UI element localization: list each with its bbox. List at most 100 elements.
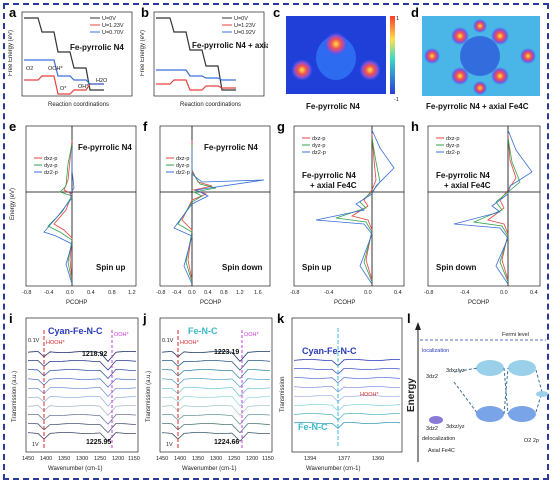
panel-i-val-bottom: 1225.95 — [86, 439, 111, 446]
panel-f-xtick-0: -0.8 — [156, 290, 165, 296]
panel-label-e: e — [9, 120, 17, 134]
panel-label-g: g — [277, 120, 285, 134]
panel-i-xtick-1: 1400 — [40, 456, 52, 462]
i-lines-spectrum — [27, 378, 137, 388]
panel-h-title1: Fe-pyrrolic N4 — [436, 171, 490, 180]
panel-h-xtick-0: -0.8 — [424, 290, 433, 296]
panel-j-val-bottom: 1224.66 — [214, 439, 239, 446]
panel-f-xtick-1: -0.4 — [172, 290, 181, 296]
panel-c-caption: Fe-pyrrolic N4 — [306, 102, 360, 111]
panel-a-legend-2: U=0.70V — [102, 30, 124, 36]
panel-e-xtick-0: -0.8 — [22, 290, 31, 296]
panel-a-legend-0: U=0V — [102, 16, 116, 22]
panel-e-chart: Energy (eV) dxz-p dyz-p dz2-p Fe-pyrroli… — [10, 125, 137, 306]
panel-label-f: f — [143, 120, 148, 134]
panel-l-orb1: 3dz2 — [426, 374, 438, 380]
panel-g-xlabel: PCOHP — [334, 300, 355, 306]
k-lines-spectrum — [293, 359, 401, 367]
panel-e-xtick-4: 0.8 — [108, 290, 116, 296]
panel-a-title: Fe-pyrrolic N4 — [70, 43, 124, 52]
panel-k-chart: Transmission Cyan-Fe-N-C Fe-N-C HOOH* 13… — [280, 317, 403, 472]
panel-e-xtick-5: 1.2 — [128, 290, 136, 296]
j-lines-spectrum — [161, 414, 271, 425]
panel-j-xtick-2: 1350 — [192, 456, 204, 462]
i-lines-spectrum — [27, 432, 137, 442]
i-lines-spectrum — [27, 351, 137, 363]
panel-b-legend-1: U=1.23V — [234, 23, 256, 29]
panel-h-xtick-1: -0.4 — [460, 290, 469, 296]
panel-i-peak-ooh: OOH* — [114, 332, 130, 338]
panel-h: h dxz-p dyz-p dz2-p Fe-pyrrolic N4 + axi… — [410, 120, 548, 310]
panel-e-xtick-1: -0.4 — [44, 290, 53, 296]
panel-l-orb4: 3dxz/yz — [446, 424, 465, 430]
j-lines-spectrum — [161, 351, 271, 363]
panel-i-xlabel: Wavenumber (cm-1) — [48, 466, 102, 472]
panel-j-xtick-1: 1400 — [174, 456, 186, 462]
panel-g-title2: + axial Fe4C — [310, 181, 357, 190]
k-lines-spectrum — [293, 386, 400, 393]
panel-i: i Transmission (a.u.) Cyan-Fe-N-C 0.1V H… — [8, 312, 142, 476]
panel-label-l: l — [407, 312, 411, 326]
k-lines-spectrum — [293, 422, 401, 429]
panel-i-peak-hooh: HOOH* — [46, 340, 66, 346]
j-lines-spectrum — [161, 378, 271, 388]
panel-h-legend-0: dxz-p — [446, 136, 459, 142]
panel-k-xtick-2: 1360 — [372, 456, 384, 462]
i-lines-spectrum — [28, 396, 137, 407]
panel-i-xtick-6: 1150 — [128, 456, 140, 462]
panel-i-xtick-5: 1200 — [112, 456, 124, 462]
panel-l-orb2: 3dxz/yz — [446, 368, 465, 374]
panel-k: k Transmission Cyan-Fe-N-C Fe-N-C HOOH* … — [276, 312, 406, 476]
i-lines-spectrum — [27, 360, 137, 371]
panel-b: b Free Energy (eV) Reaction coordination… — [140, 6, 268, 114]
k-lines-spectrum — [294, 377, 401, 384]
panel-g-title1: Fe-pyrrolic N4 — [302, 171, 356, 180]
panel-f-chart: dxz-p dyz-p dz2-p Fe-pyrrolic N4 Spin do… — [156, 125, 271, 306]
panel-l-delocalization: delocalization — [422, 436, 455, 442]
panel-a-species-o2: O2 — [26, 66, 33, 72]
panel-label-j: j — [143, 312, 147, 326]
panel-g-xtick-3: 0.4 — [394, 290, 402, 296]
panel-i-chart: Transmission (a.u.) Cyan-Fe-N-C 0.1V HOO… — [12, 317, 140, 472]
panel-label-k: k — [277, 312, 285, 326]
panel-k-peak: HOOH* — [360, 392, 380, 398]
panel-j-title: Fe-N-C — [188, 326, 218, 336]
panel-e-spin: Spin up — [96, 263, 125, 272]
panel-d-map: Fe-pyrrolic N4 + axial Fe4C — [422, 16, 540, 111]
panel-e-title: Fe-pyrrolic N4 — [78, 143, 132, 152]
panel-i-val-top: 1218.92 — [82, 351, 107, 358]
i-lines-spectrum — [27, 386, 137, 398]
panel-l-localization: localization — [422, 348, 449, 354]
panel-h-title2: + axial Fe4C — [444, 181, 491, 190]
j-lines-spectrum — [162, 396, 271, 407]
panel-a-ylabel: Free Energy (eV) — [8, 30, 14, 76]
panel-j-val-top: 1223.19 — [214, 349, 239, 356]
panel-b-ylabel: Free Energy (eV) — [140, 30, 146, 76]
panel-g-legend-2: dz2-p — [312, 150, 326, 156]
panel-c: c 1 -1 Fe-pyrrolic N4 — [272, 6, 404, 114]
panel-b-chart: Free Energy (eV) Reaction coordinations … — [140, 11, 268, 108]
panel-i-v-top: 0.1V — [28, 338, 40, 344]
panel-l-fermi: Fermi level — [502, 332, 529, 338]
panel-h-spin: Spin down — [436, 263, 477, 272]
panel-f-xtick-4: 0.8 — [220, 290, 228, 296]
panel-e-legend-0: dxz-p — [44, 156, 57, 162]
panel-g-legend-0: dxz-p — [312, 136, 325, 142]
panel-f-xtick-3: 0.4 — [204, 290, 212, 296]
panel-a-species-ooh: OOH* — [48, 66, 64, 72]
panel-j-xtick-4: 1250 — [228, 456, 240, 462]
panel-b-title: Fe-pyrrolic N4 + axial Fe4C — [192, 41, 268, 50]
panel-f-xtick-2: 0.0 — [188, 290, 196, 296]
panel-c-scale-max: 1 — [396, 16, 399, 22]
panel-f-xtick-6: 1.6 — [254, 290, 262, 296]
panel-f: f dxz-p dyz-p dz2-p Fe-pyrrolic N4 Spin … — [142, 120, 276, 310]
panel-a-chart: Free Energy (eV) Reaction coordinations … — [8, 11, 133, 108]
panel-k-xlabel: Wavenumber (cm-1) — [306, 466, 360, 472]
i-lines-spectrum — [28, 423, 136, 434]
panel-b-xlabel: Reaction coordinations — [180, 102, 241, 108]
panel-e-ylabel: Energy (eV) — [10, 188, 16, 220]
panel-label-d: d — [411, 6, 419, 20]
panel-f-xtick-5: 1.2 — [236, 290, 244, 296]
j-lines-spectrum — [161, 432, 271, 442]
panel-f-spin: Spin down — [222, 263, 263, 272]
